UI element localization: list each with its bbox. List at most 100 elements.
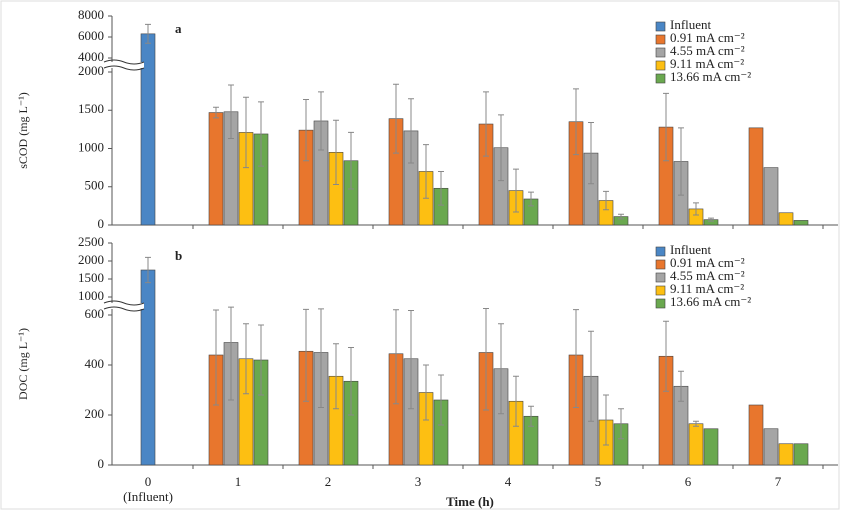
bar [748, 404, 764, 466]
y-tick-label: 2000 [78, 63, 104, 78]
bar [748, 127, 764, 226]
error-bar [528, 191, 534, 207]
legend-label: Influent [670, 242, 712, 257]
x-tick-label: 7 [775, 474, 782, 489]
axis-break-gap [104, 303, 144, 309]
bar [763, 167, 779, 226]
error-bar [258, 324, 264, 396]
error-bar [483, 91, 489, 157]
x-tick-label: 5 [595, 474, 602, 489]
error-bar [145, 256, 151, 284]
legend-swatch [655, 47, 666, 58]
error-bar [393, 83, 399, 154]
error-bar [333, 119, 339, 185]
bar [208, 112, 224, 226]
legend-swatch [655, 60, 666, 71]
error-bar [423, 144, 429, 199]
bar [703, 428, 719, 466]
error-bar [213, 106, 219, 119]
legend-swatch [655, 285, 666, 296]
legend-label: 0.91 mA cm⁻² [670, 30, 745, 45]
error-bar [618, 213, 624, 220]
legend-swatch [655, 259, 666, 270]
error-bar [318, 91, 324, 151]
bar [140, 269, 156, 466]
legend-swatch [655, 21, 666, 32]
error-bar [678, 127, 684, 196]
y-tick-label: 1500 [78, 270, 104, 285]
x-tick-label: 0 (Influent) [123, 474, 173, 504]
error-bar [438, 374, 444, 426]
panel-label: b [175, 248, 182, 263]
error-bar [693, 420, 699, 427]
error-bar [528, 405, 534, 427]
error-bar [483, 308, 489, 411]
bar [763, 428, 779, 466]
error-bar [513, 375, 519, 427]
error-bar [588, 330, 594, 422]
y-tick-label: 600 [85, 306, 105, 321]
axis-break [103, 300, 145, 312]
y-tick-label: 2500 [78, 234, 104, 249]
error-bar [408, 98, 414, 164]
error-bar [228, 306, 234, 401]
y-tick-label: 0 [98, 216, 105, 231]
y-axis-label: DOC (mg L⁻¹) [16, 328, 30, 400]
y-tick-label: 200 [85, 406, 105, 421]
error-bar [348, 131, 354, 190]
error-bar [213, 309, 219, 406]
x-tick-label: 4 [505, 474, 512, 489]
y-tick-label: 500 [85, 178, 105, 193]
error-bar [573, 88, 579, 156]
y-tick-label: 1000 [78, 288, 104, 303]
x-tick-label: 3 [415, 474, 422, 489]
legend-swatch [655, 298, 666, 309]
y-tick-label: 2000 [78, 252, 104, 267]
error-bar [663, 92, 669, 162]
y-axis-label: sCOD (mg L⁻¹) [16, 92, 30, 169]
y-tick-label: 1500 [78, 101, 104, 116]
error-bar [603, 394, 609, 446]
error-bar [393, 309, 399, 405]
error-bar [228, 84, 234, 140]
error-bar [408, 310, 414, 410]
x-tick-label: 6 [685, 474, 692, 489]
bar [778, 443, 794, 466]
legend-label: 4.55 mA cm⁻² [670, 268, 745, 283]
legend-label: 13.66 mA cm⁻² [670, 294, 751, 309]
error-bar [498, 323, 504, 415]
legend-label: 9.11 mA cm⁻² [670, 281, 744, 296]
legend-swatch [655, 246, 666, 257]
bar [778, 212, 794, 226]
error-bar [303, 99, 309, 162]
error-bar [348, 347, 354, 416]
panel-label: a [175, 21, 182, 36]
error-bar [243, 323, 249, 395]
error-bar [588, 121, 594, 185]
error-bar [243, 96, 249, 169]
x-axis-label: Time (h) [446, 494, 494, 509]
error-bar [423, 364, 429, 421]
axis-break-gap [104, 62, 144, 68]
error-bar [663, 320, 669, 392]
error-bar [498, 114, 504, 182]
legend-swatch [655, 73, 666, 84]
legend-label: 4.55 mA cm⁻² [670, 43, 745, 58]
error-bar [303, 308, 309, 402]
error-bar [603, 190, 609, 211]
y-tick-label: 0 [98, 456, 105, 471]
bar [793, 220, 809, 226]
bar [793, 443, 809, 466]
legend-label: 9.11 mA cm⁻² [670, 56, 744, 71]
error-bar [258, 101, 264, 167]
legend-label: 0.91 mA cm⁻² [670, 255, 745, 270]
bar [688, 423, 704, 466]
y-tick-label: 6000 [78, 28, 104, 43]
y-tick-label: 1000 [78, 139, 104, 154]
legend-label: Influent [670, 17, 712, 32]
error-bar [333, 343, 339, 410]
error-bar [318, 308, 324, 408]
error-bar [573, 309, 579, 408]
y-tick-label: 8000 [78, 7, 104, 22]
